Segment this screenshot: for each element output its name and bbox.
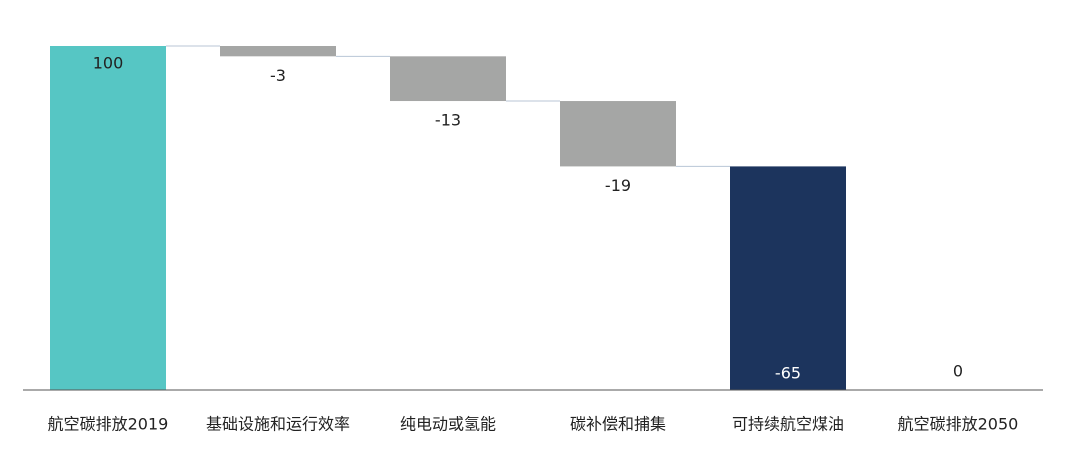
value-label: -19 [605,176,631,195]
bar [730,166,846,390]
bar [50,46,166,390]
x-tick-label: 纯电动或氢能 [400,415,496,434]
value-label: 100 [93,54,124,73]
value-label: -65 [775,364,801,383]
value-label: -3 [270,66,286,85]
value-label: -13 [435,111,461,130]
bar [220,46,336,57]
x-tick-label: 基础设施和运行效率 [206,415,350,434]
bar [560,101,676,167]
x-tick-label: 航空碳排放2019 [48,415,169,434]
x-tick-label: 航空碳排放2050 [898,415,1019,434]
bar [390,56,506,102]
value-label: 0 [953,362,963,381]
x-tick-label: 可持续航空煤油 [732,415,844,434]
x-tick-label: 碳补偿和捕集 [570,415,666,434]
